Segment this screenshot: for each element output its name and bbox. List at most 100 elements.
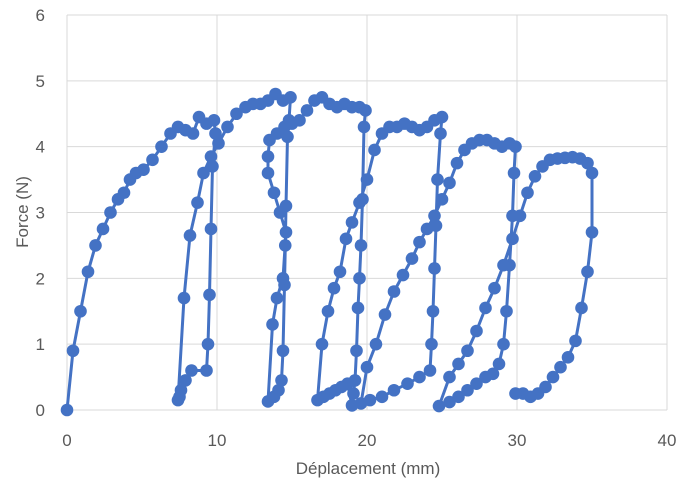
- data-point: [426, 304, 440, 318]
- data-point: [497, 258, 510, 272]
- data-point: [146, 153, 159, 167]
- data-point: [278, 239, 292, 252]
- data-point: [569, 334, 582, 348]
- gridlines: [66, 14, 668, 411]
- data-point: [554, 360, 567, 374]
- data-point: [509, 140, 522, 153]
- data-point: [104, 206, 117, 219]
- data-point: [96, 222, 110, 236]
- data-point: [183, 229, 197, 242]
- data-point: [401, 377, 414, 390]
- data-point: [585, 225, 599, 239]
- data-point: [470, 324, 483, 338]
- y-tick-label: 1: [36, 335, 45, 354]
- data-point: [203, 288, 216, 302]
- x-tick-label: 30: [508, 431, 527, 450]
- data-point: [350, 344, 363, 358]
- x-tick-label: 20: [358, 431, 377, 450]
- data-point: [293, 114, 306, 127]
- data-point: [191, 196, 204, 209]
- data-point: [201, 337, 215, 351]
- data-point: [60, 403, 74, 417]
- data-point: [378, 308, 392, 321]
- data-point: [513, 209, 527, 223]
- data-point: [413, 370, 426, 384]
- data-point: [206, 160, 219, 173]
- data-point: [452, 357, 465, 371]
- y-axis-title: Force (N): [13, 176, 32, 248]
- data-point: [492, 357, 506, 371]
- data-point: [261, 166, 275, 180]
- data-point: [275, 374, 288, 387]
- data-point: [443, 370, 456, 384]
- x-tick-labels: 0 10 20 30 40: [62, 431, 676, 450]
- data-point: [311, 393, 324, 407]
- data-point: [357, 120, 371, 134]
- data-point: [375, 390, 389, 404]
- data-point: [315, 337, 329, 351]
- data-point: [327, 281, 341, 295]
- data-point: [185, 364, 198, 377]
- data-point: [339, 232, 353, 246]
- data-point: [546, 370, 560, 384]
- data-point: [431, 173, 444, 186]
- data-point: [276, 272, 290, 285]
- data-point: [204, 150, 218, 163]
- data-point: [443, 395, 456, 409]
- data-point: [461, 344, 474, 358]
- data-point: [521, 186, 534, 200]
- data-point: [435, 110, 449, 124]
- data-point: [420, 222, 434, 236]
- data-point: [333, 265, 347, 279]
- data-point: [561, 351, 575, 364]
- data-point: [89, 239, 102, 252]
- data-point: [284, 90, 297, 104]
- data-point: [207, 114, 221, 127]
- data-point: [261, 395, 275, 408]
- data-point: [434, 127, 447, 140]
- data-point: [221, 120, 234, 134]
- data-point: [369, 337, 383, 351]
- data-point: [200, 364, 213, 377]
- data-point: [581, 156, 594, 170]
- data-point: [212, 137, 225, 150]
- data-point: [396, 268, 410, 282]
- data-point: [461, 383, 474, 397]
- data-point: [450, 156, 464, 170]
- data-point: [171, 393, 185, 407]
- data-point: [300, 104, 314, 117]
- data-point: [353, 272, 366, 285]
- data-point: [74, 304, 87, 318]
- data-point: [425, 337, 438, 351]
- y-tick-label: 4: [36, 138, 45, 157]
- data-point: [279, 225, 293, 239]
- data-point: [186, 127, 200, 140]
- data-point: [276, 344, 290, 358]
- data-point: [354, 239, 368, 252]
- data-point: [155, 140, 168, 153]
- data-point: [137, 163, 150, 177]
- data-point: [66, 344, 80, 358]
- data-point: [500, 304, 513, 318]
- data-point: [354, 397, 368, 410]
- x-axis-title: Déplacement (mm): [296, 459, 441, 478]
- data-point: [488, 281, 501, 295]
- data-point: [368, 143, 381, 157]
- data-point: [428, 262, 441, 275]
- data-point: [435, 193, 449, 206]
- data-point: [387, 285, 401, 298]
- data-point: [321, 304, 335, 318]
- data-point: [209, 127, 222, 140]
- y-tick-label: 3: [36, 204, 45, 223]
- data-point: [506, 232, 519, 246]
- data-point: [428, 209, 441, 223]
- data-point: [479, 370, 492, 384]
- data-point: [261, 150, 275, 163]
- data-point: [353, 196, 366, 209]
- data-point: [81, 265, 95, 279]
- data-point: [432, 399, 446, 413]
- data-point: [117, 186, 131, 200]
- data-point: [443, 176, 456, 190]
- data-point: [351, 301, 365, 315]
